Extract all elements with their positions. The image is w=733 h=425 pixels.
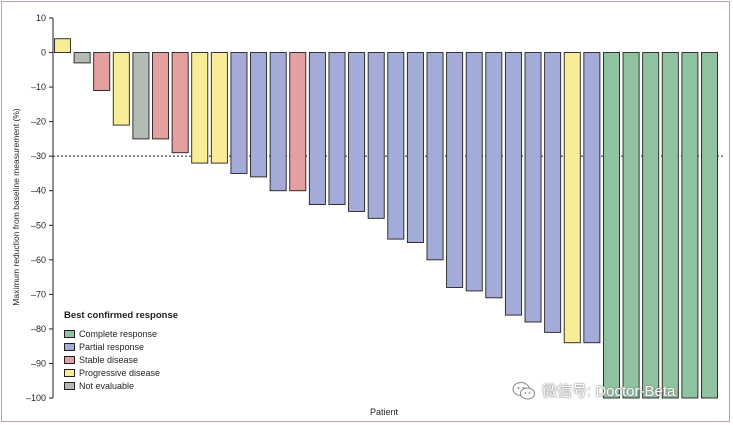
y-tick-label: –40 [31, 186, 46, 196]
bar [622, 52, 640, 399]
legend-item: Stable disease [62, 353, 272, 366]
legend-item: Progressive disease [62, 366, 272, 379]
bar [367, 52, 385, 219]
watermark: 微信号: Doctor-Beta [512, 380, 675, 401]
legend-label: Partial response [79, 341, 145, 352]
y-tick-label: –30 [31, 151, 46, 161]
legend-swatch [64, 329, 75, 338]
y-tick-label: –90 [31, 358, 46, 368]
y-tick-label: –10 [31, 82, 46, 92]
x-axis-label: Patient [370, 407, 399, 417]
y-tick-label: –70 [31, 289, 46, 299]
bar [446, 52, 464, 288]
bar [171, 52, 189, 154]
bar [583, 52, 601, 344]
y-axis: 10 0 –10 –20 –30 –40 –50 –60 –70 –80 –90 –100 [26, 13, 54, 403]
bar [602, 52, 620, 399]
legend-label: Not evaluable [79, 380, 135, 391]
legend-item: Partial response [62, 340, 272, 353]
bar [544, 52, 562, 333]
bars [54, 38, 718, 399]
bar [563, 52, 581, 344]
bar [191, 52, 209, 164]
bar [524, 52, 542, 323]
legend-item: Not evaluable [62, 379, 272, 392]
y-tick-label: 0 [41, 48, 46, 58]
y-tick-label: –20 [31, 117, 46, 127]
bar [269, 52, 287, 192]
bar [661, 52, 679, 399]
bar [701, 52, 718, 399]
bar [328, 52, 346, 205]
legend-title: Best confirmed response [64, 310, 179, 321]
wechat-icon [512, 381, 535, 399]
bar [348, 52, 366, 212]
bar [289, 52, 307, 192]
bar [681, 52, 699, 399]
bar [250, 52, 268, 178]
legend-swatch [64, 342, 75, 351]
bar [152, 52, 170, 140]
y-tick-label: 10 [36, 13, 46, 23]
bar [210, 52, 228, 164]
y-tick-label: –100 [26, 393, 46, 403]
bar [426, 52, 444, 261]
legend-swatch [64, 381, 75, 390]
bar [465, 52, 483, 292]
y-tick-label: –80 [31, 324, 46, 334]
watermark-text: 微信号: Doctor-Beta [542, 383, 676, 400]
legend-item: Complete response [62, 327, 272, 340]
legend: Best confirmed response Complete respons… [62, 310, 272, 398]
bar [112, 52, 130, 126]
bar [504, 52, 522, 316]
bar [308, 52, 326, 205]
bar [387, 52, 405, 240]
legend-swatch [64, 355, 75, 364]
legend-label: Progressive disease [79, 367, 161, 378]
bar [93, 52, 111, 91]
bar [73, 52, 91, 64]
bar [230, 52, 248, 174]
legend-label: Complete response [79, 328, 158, 339]
y-axis-label: Maximum reduction from baseline measurem… [11, 108, 21, 306]
legend-items: Complete response Partial response Stable … [62, 327, 272, 392]
bar [406, 52, 424, 243]
y-tick-label: –50 [31, 220, 46, 230]
y-tick-label: –60 [31, 255, 46, 265]
bar [54, 38, 71, 53]
bar [485, 52, 503, 299]
legend-swatch [64, 368, 75, 377]
legend-label: Stable disease [79, 354, 139, 365]
bar [132, 52, 150, 140]
bar [642, 52, 660, 399]
